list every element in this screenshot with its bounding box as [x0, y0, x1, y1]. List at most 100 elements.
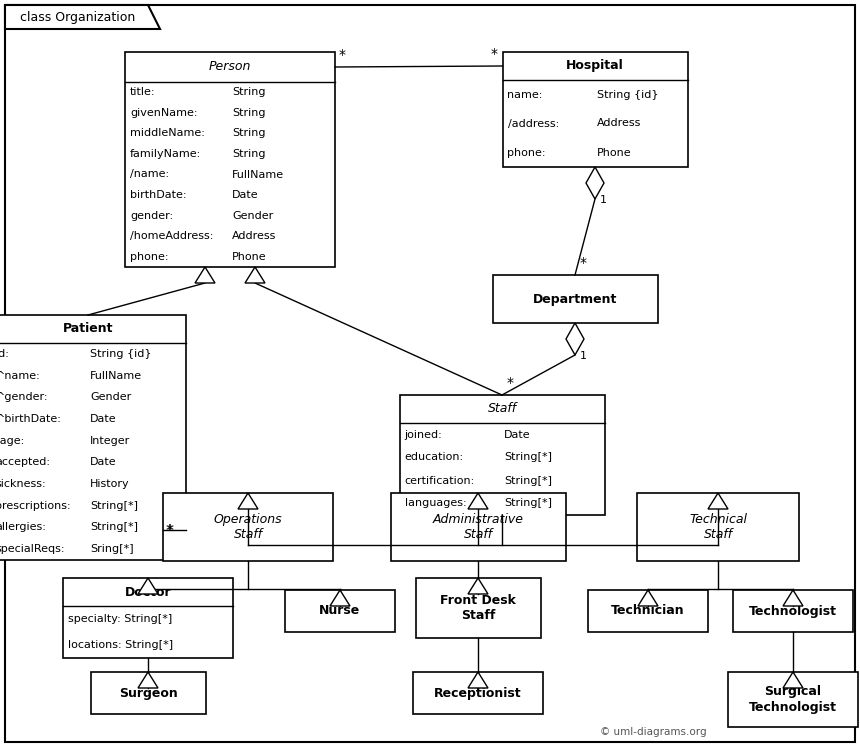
Text: /name:: /name: — [130, 170, 169, 179]
Text: title:: title: — [130, 87, 156, 97]
Text: *: * — [490, 47, 497, 61]
Text: Address: Address — [232, 231, 276, 241]
Text: String {id}: String {id} — [90, 349, 151, 359]
Text: *: * — [167, 523, 174, 537]
Text: String: String — [232, 87, 266, 97]
Text: Staff: Staff — [488, 403, 517, 415]
Text: Phone: Phone — [232, 252, 267, 261]
Text: String[*]: String[*] — [504, 476, 552, 486]
Text: accepted:: accepted: — [0, 457, 51, 468]
Polygon shape — [468, 672, 488, 688]
Text: FullName: FullName — [90, 371, 142, 380]
Bar — [493, 275, 658, 323]
Text: sickness:: sickness: — [0, 479, 46, 489]
Text: *: * — [580, 256, 587, 270]
Polygon shape — [566, 323, 584, 355]
Text: Date: Date — [232, 190, 259, 200]
Text: Date: Date — [90, 457, 117, 468]
Text: name:: name: — [507, 90, 543, 99]
Text: /address:: /address: — [507, 119, 559, 128]
Text: History: History — [90, 479, 130, 489]
Text: Surgeon: Surgeon — [119, 686, 177, 699]
Text: String[*]: String[*] — [504, 498, 552, 509]
Text: Person: Person — [209, 61, 251, 73]
Text: *: * — [165, 523, 173, 537]
Text: middleName:: middleName: — [130, 128, 205, 138]
Text: Phone: Phone — [597, 147, 631, 158]
Text: Date: Date — [504, 430, 531, 439]
Text: 1: 1 — [580, 351, 587, 361]
Text: Date: Date — [90, 414, 117, 424]
Text: Sring[*]: Sring[*] — [90, 544, 133, 554]
Text: Integer: Integer — [90, 436, 130, 446]
Bar — [163, 493, 333, 561]
Text: String: String — [232, 149, 266, 159]
Text: Technical
Staff: Technical Staff — [689, 513, 747, 541]
Polygon shape — [138, 672, 158, 688]
Text: languages:: languages: — [404, 498, 466, 509]
Text: String[*]: String[*] — [90, 500, 138, 511]
Polygon shape — [708, 493, 728, 509]
Text: Receptionist: Receptionist — [434, 686, 522, 699]
Text: ^birthDate:: ^birthDate: — [0, 414, 61, 424]
Bar — [63, 578, 233, 658]
Polygon shape — [330, 590, 350, 606]
Text: Department: Department — [533, 293, 617, 306]
Text: Address: Address — [597, 119, 642, 128]
Text: String {id}: String {id} — [597, 90, 659, 99]
Text: locations: String[*]: locations: String[*] — [68, 640, 173, 650]
Bar — [502, 52, 687, 167]
Text: birthDate:: birthDate: — [130, 190, 187, 200]
Text: Surgical
Technologist: Surgical Technologist — [749, 686, 837, 713]
Polygon shape — [245, 267, 265, 283]
Bar — [400, 395, 605, 515]
Text: String[*]: String[*] — [504, 453, 552, 462]
Polygon shape — [586, 167, 604, 199]
Polygon shape — [468, 493, 488, 509]
Text: familyName:: familyName: — [130, 149, 201, 159]
Text: Technologist: Technologist — [749, 604, 837, 618]
Text: String: String — [232, 128, 266, 138]
Polygon shape — [138, 578, 158, 594]
Text: String[*]: String[*] — [90, 522, 138, 533]
Text: education:: education: — [404, 453, 464, 462]
Text: Administrative
Staff: Administrative Staff — [433, 513, 524, 541]
Polygon shape — [5, 5, 160, 29]
Text: specialty: String[*]: specialty: String[*] — [68, 614, 172, 624]
Bar — [390, 493, 566, 561]
Bar — [733, 590, 853, 632]
Polygon shape — [195, 267, 215, 283]
Text: String: String — [232, 108, 266, 118]
Text: ^gender:: ^gender: — [0, 392, 48, 402]
Text: /age:: /age: — [0, 436, 24, 446]
Text: Technician: Technician — [611, 604, 685, 618]
Text: id:: id: — [0, 349, 9, 359]
Polygon shape — [638, 590, 658, 606]
Text: FullName: FullName — [232, 170, 284, 179]
Text: givenName:: givenName: — [130, 108, 198, 118]
Text: Doctor: Doctor — [125, 586, 171, 598]
Text: prescriptions:: prescriptions: — [0, 500, 71, 511]
Bar — [90, 672, 206, 714]
Polygon shape — [468, 578, 488, 594]
Text: Gender: Gender — [232, 211, 273, 220]
Bar — [125, 52, 335, 267]
Text: Front Desk
Staff: Front Desk Staff — [440, 594, 516, 622]
Polygon shape — [238, 493, 258, 509]
Text: phone:: phone: — [507, 147, 546, 158]
Text: ^name:: ^name: — [0, 371, 40, 380]
Bar — [0, 315, 186, 560]
Text: *: * — [339, 48, 346, 62]
Text: Nurse: Nurse — [319, 604, 360, 618]
Text: gender:: gender: — [130, 211, 173, 220]
Bar — [285, 590, 395, 632]
Text: Hospital: Hospital — [566, 60, 624, 72]
Text: joined:: joined: — [404, 430, 442, 439]
Text: *: * — [507, 376, 514, 390]
Text: phone:: phone: — [130, 252, 169, 261]
Bar — [728, 672, 858, 727]
Polygon shape — [783, 672, 803, 688]
Text: Gender: Gender — [90, 392, 132, 402]
Text: 1: 1 — [600, 195, 607, 205]
Text: specialReqs:: specialReqs: — [0, 544, 65, 554]
